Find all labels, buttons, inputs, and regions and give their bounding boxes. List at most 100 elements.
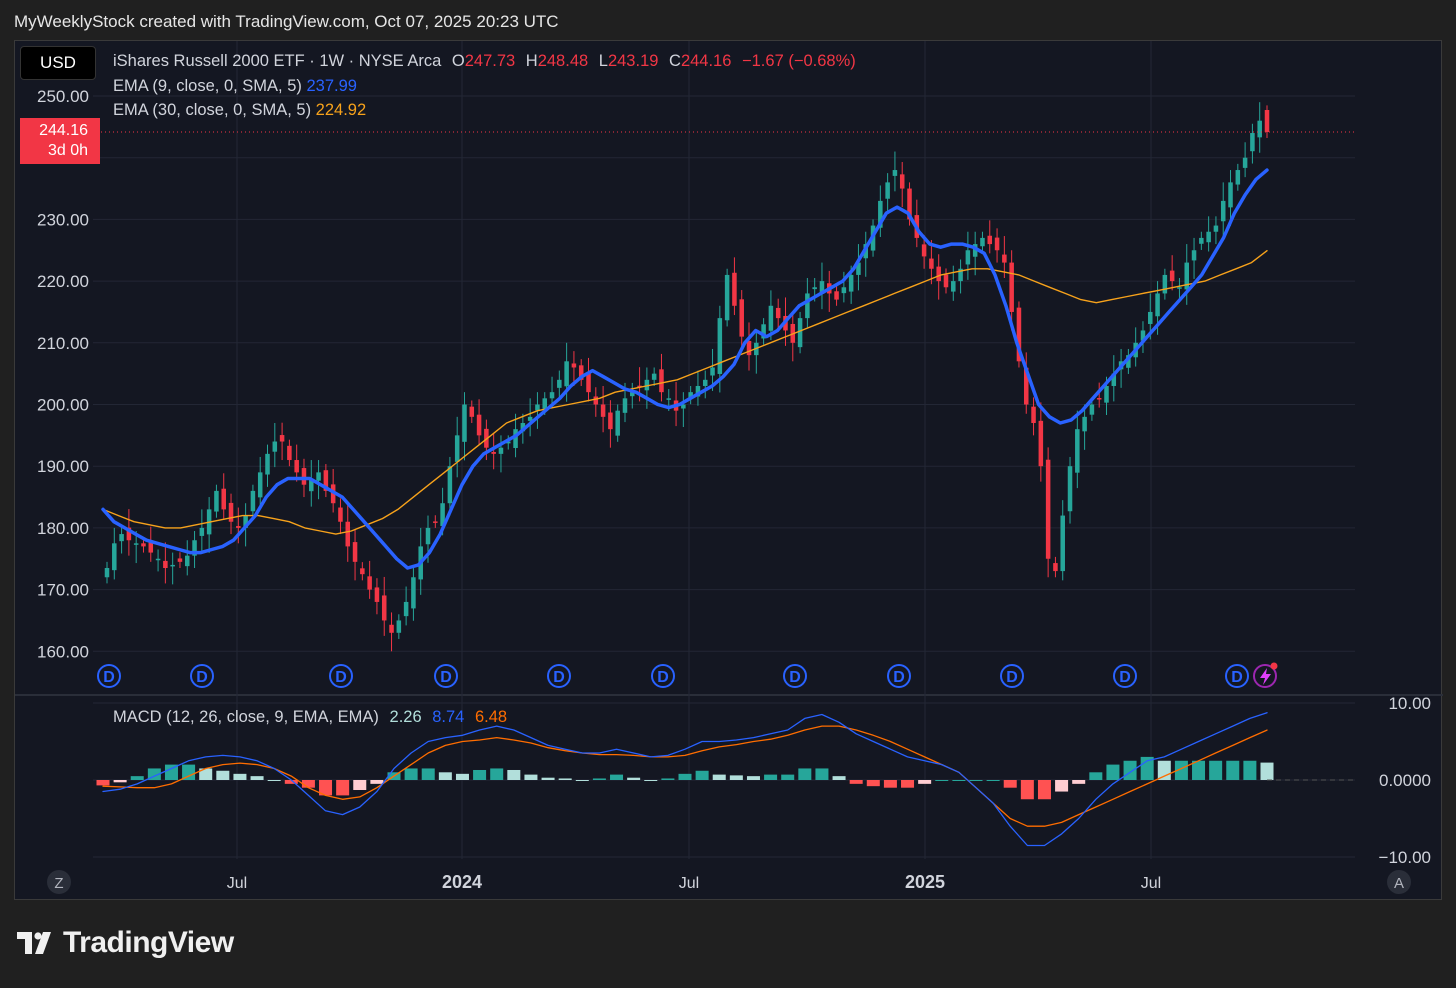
candle-body bbox=[440, 503, 445, 527]
tradingview-logo[interactable]: TradingView bbox=[17, 926, 234, 960]
candle-body bbox=[1038, 420, 1044, 467]
candle-body bbox=[688, 392, 693, 399]
macd-histogram-bar bbox=[267, 780, 281, 781]
candle-body bbox=[294, 460, 299, 473]
dividend-marker-label: D bbox=[1231, 669, 1243, 686]
candle-body bbox=[243, 515, 248, 528]
macd-axis-label: −10.00 bbox=[1379, 848, 1431, 867]
candle-body bbox=[1111, 373, 1117, 386]
candle-body bbox=[469, 406, 475, 417]
price-axis-label: 170.00 bbox=[37, 581, 89, 600]
macd-histogram-bar bbox=[353, 780, 367, 791]
macd-histogram-bar bbox=[1260, 762, 1274, 780]
candle-body bbox=[1199, 237, 1204, 244]
candle-body bbox=[491, 452, 496, 454]
candle-body bbox=[608, 412, 613, 430]
macd-histogram-bar bbox=[575, 780, 589, 781]
ema9-line bbox=[101, 168, 1269, 570]
chart-canvas[interactable]: 250.00 230.00 220.00 210.00 200.00 190.00 180.… bbox=[15, 41, 1443, 901]
macd-histogram-bar bbox=[1209, 760, 1223, 780]
candle-body bbox=[163, 560, 168, 569]
macd-histogram-bar bbox=[644, 780, 658, 781]
candle-body bbox=[1191, 250, 1197, 261]
candle-body bbox=[433, 521, 438, 523]
candle-body bbox=[659, 369, 664, 393]
candle-body bbox=[447, 466, 453, 504]
currency-button[interactable]: USD bbox=[20, 46, 96, 80]
candle-body bbox=[812, 287, 817, 290]
candle-body bbox=[462, 404, 467, 442]
macd-histogram-bar bbox=[1089, 772, 1103, 780]
candle-body bbox=[498, 447, 504, 454]
candle-body bbox=[841, 287, 847, 294]
dividend-marker-label: D bbox=[1006, 669, 1018, 686]
macd-histogram-bar bbox=[695, 770, 709, 780]
macd-histogram-bar bbox=[1055, 780, 1069, 792]
price-axis-label: 160.00 bbox=[37, 642, 89, 661]
candle-body bbox=[936, 266, 941, 282]
candle-body bbox=[980, 237, 985, 247]
candle-body bbox=[564, 361, 569, 387]
macd-histogram-bar bbox=[627, 777, 641, 780]
dividend-marker-icon bbox=[1000, 664, 1024, 688]
macd-histogram-bar bbox=[866, 780, 880, 787]
candle-body bbox=[425, 527, 431, 545]
candle-body bbox=[965, 250, 971, 265]
candle-body bbox=[257, 472, 263, 498]
chart-frame[interactable]: 250.00 230.00 220.00 210.00 200.00 190.00 180.… bbox=[14, 40, 1443, 901]
candle-body bbox=[1257, 120, 1262, 138]
candle-body bbox=[177, 558, 183, 562]
macd-legend: MACD (12, 26, close, 9, EMA, EMA) 2.26 8… bbox=[113, 708, 508, 726]
candle-body bbox=[732, 272, 737, 306]
candle-body bbox=[1009, 262, 1014, 312]
ohlc-high: H248.48 bbox=[525, 52, 589, 70]
candle-body bbox=[396, 620, 402, 633]
macd-line bbox=[102, 712, 1268, 847]
candle-body bbox=[1264, 110, 1270, 133]
macd-histogram-bar bbox=[301, 780, 315, 788]
candle-body bbox=[717, 318, 723, 374]
candle-body bbox=[309, 478, 314, 492]
auto-scale-button[interactable] bbox=[1387, 870, 1411, 894]
macd-histogram-bar bbox=[1106, 764, 1120, 780]
macd-histogram-bar bbox=[147, 768, 161, 780]
candle-body bbox=[1053, 563, 1058, 572]
macd-histogram-bar bbox=[798, 768, 812, 780]
macd-histogram-bar bbox=[1123, 760, 1137, 780]
scale-z-button-label: Z bbox=[54, 875, 63, 892]
candle-body bbox=[1148, 311, 1153, 324]
candle-body bbox=[586, 373, 591, 393]
candle-body bbox=[221, 488, 226, 510]
candle-body bbox=[265, 453, 270, 475]
candle-body bbox=[228, 502, 234, 522]
candle-body bbox=[724, 274, 730, 321]
candle-body bbox=[287, 445, 292, 461]
macd-histogram-bar bbox=[1174, 760, 1188, 780]
chart-caption: MyWeeklyStock created with TradingView.c… bbox=[14, 12, 559, 31]
candle-body bbox=[892, 170, 898, 176]
candle-body bbox=[878, 200, 883, 228]
bar-countdown: 3d 0h bbox=[47, 142, 88, 159]
ema9-legend: EMA (9, close, 0, SMA, 5) 237.99 bbox=[113, 77, 357, 95]
scale-z-button[interactable] bbox=[47, 870, 71, 894]
symbol-legend: iShares Russell 2000 ETF · 1W · NYSE Arc… bbox=[113, 52, 856, 71]
macd-histogram-bar bbox=[901, 780, 915, 788]
auto-scale-button-label: A bbox=[1394, 875, 1404, 892]
candle-body bbox=[1002, 254, 1007, 263]
dividend-marker-icon bbox=[434, 664, 458, 688]
candle-body bbox=[1250, 133, 1255, 152]
candle-body bbox=[520, 423, 526, 432]
macd-histogram-bar bbox=[1037, 780, 1051, 800]
dividend-marker-label: D bbox=[893, 669, 905, 686]
dividend-marker-icon bbox=[97, 664, 121, 688]
candle-body bbox=[1213, 225, 1219, 232]
macd-histogram-bar bbox=[113, 780, 127, 783]
candle-body bbox=[651, 373, 657, 380]
macd-histogram-bar bbox=[473, 769, 487, 780]
macd-histogram-bar bbox=[216, 770, 230, 780]
ema30-line bbox=[102, 249, 1268, 535]
macd-axis-label: 10.00 bbox=[1388, 694, 1431, 713]
macd-histogram-bar bbox=[592, 778, 606, 780]
candle-body bbox=[746, 340, 752, 356]
candle-body bbox=[1235, 170, 1241, 185]
